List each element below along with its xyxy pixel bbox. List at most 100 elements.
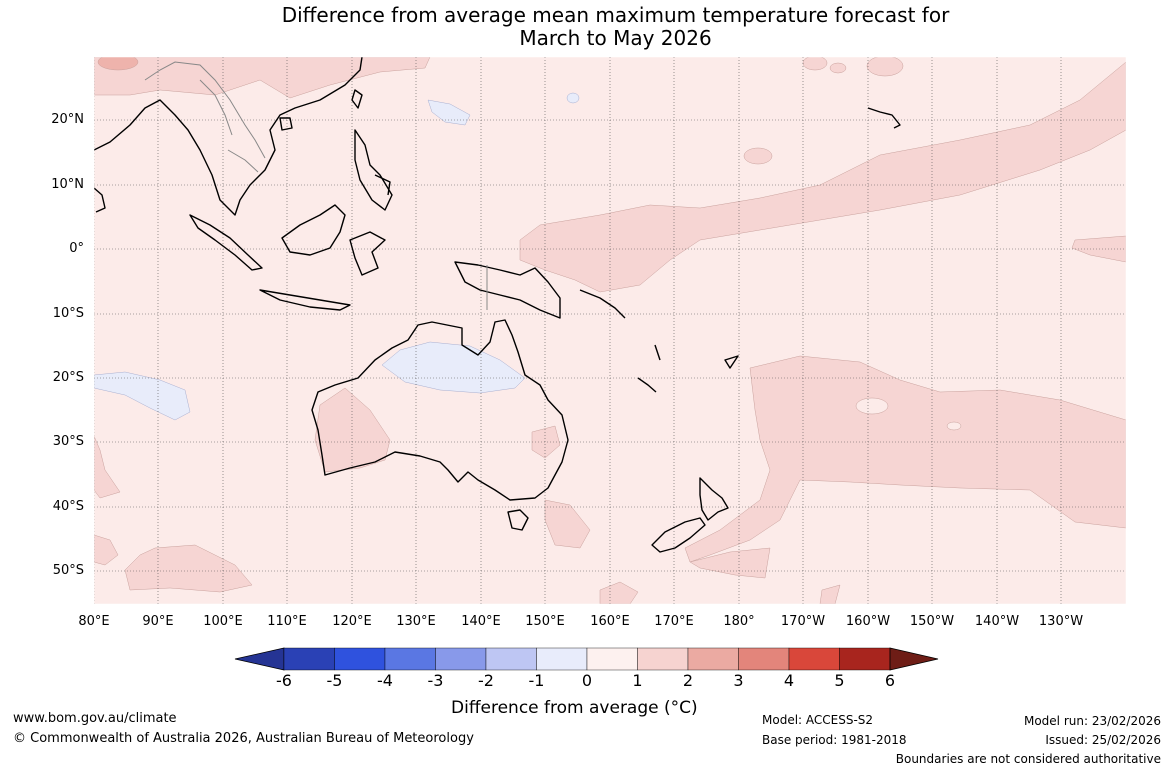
coast-asia-mainland bbox=[94, 57, 363, 216]
title-line-1: Difference from average mean maximum tem… bbox=[281, 3, 950, 27]
warm-region-west-australia bbox=[314, 387, 391, 473]
lat-tick-label: 50°S bbox=[52, 563, 84, 578]
coast-mindanao bbox=[374, 174, 391, 196]
warm-region-small-4 bbox=[829, 62, 847, 74]
colorbar-tick-label: 6 bbox=[884, 671, 896, 690]
colorbar-tick-label: -2 bbox=[478, 671, 494, 690]
lon-tick-label: 130°W bbox=[1038, 614, 1084, 629]
cool-region-north-australia bbox=[381, 341, 526, 394]
warm-region-asia bbox=[94, 57, 431, 99]
coast-sulawesi bbox=[349, 231, 386, 276]
colorbar-tick-label: 2 bbox=[682, 671, 694, 690]
warm-region-southwest bbox=[94, 534, 119, 566]
colorbar-segment bbox=[687, 647, 739, 671]
colorbar-tick-label: -4 bbox=[377, 671, 393, 690]
warm-region-small-5 bbox=[97, 57, 139, 71]
coast-solomon-islands bbox=[579, 289, 626, 319]
cool-region-small bbox=[566, 92, 580, 104]
lon-tick-label: 170°W bbox=[780, 614, 826, 629]
warm-region-south-pacific-lower bbox=[689, 547, 771, 579]
colorbar-segment bbox=[788, 647, 840, 671]
coast-fiji bbox=[724, 355, 739, 369]
lat-tick-label: 0° bbox=[69, 241, 84, 256]
coast-sumatra bbox=[189, 214, 263, 271]
lon-tick-label: 180° bbox=[723, 614, 755, 629]
lat-tick-label: 30°S bbox=[52, 434, 84, 449]
warm-region-southwest-2 bbox=[94, 435, 121, 499]
lon-tick-label: 130°E bbox=[396, 614, 436, 629]
lon-tick-label: 140°W bbox=[974, 614, 1020, 629]
colorbar-tick-label: -5 bbox=[326, 671, 343, 690]
cool-region-indian-ocean bbox=[94, 371, 191, 421]
lon-tick-label: 140°E bbox=[461, 614, 501, 629]
website-link[interactable]: www.bom.gov.au/climate bbox=[13, 711, 177, 726]
warm-region-equatorial-pacific bbox=[519, 61, 1126, 293]
lon-tick-label: 90°E bbox=[142, 614, 174, 629]
colorbar-segment bbox=[637, 647, 689, 671]
lon-tick-label: 80°E bbox=[78, 614, 110, 629]
warm-region-east-australia bbox=[531, 425, 561, 459]
lon-tick-label: 110°E bbox=[267, 614, 307, 629]
lat-tick-label: 20°N bbox=[51, 112, 84, 127]
colorbar-segment bbox=[839, 647, 891, 671]
lat-tick-label: 20°S bbox=[52, 370, 84, 385]
lon-tick-label: 170°E bbox=[654, 614, 694, 629]
coast-tasmania bbox=[507, 509, 529, 531]
colorbar bbox=[234, 647, 939, 671]
coast-new-guinea bbox=[454, 261, 561, 319]
colorbar-segment bbox=[738, 647, 790, 671]
lon-tick-label: 100°E bbox=[203, 614, 243, 629]
colorbar-segment bbox=[384, 647, 436, 671]
colorbar-segment bbox=[536, 647, 588, 671]
country-borders bbox=[144, 61, 488, 310]
coast-borneo bbox=[281, 204, 346, 256]
lon-tick-label: 150°E bbox=[525, 614, 565, 629]
coast-hainan bbox=[279, 117, 293, 131]
issued-date: Issued: 25/02/2026 bbox=[1045, 733, 1161, 747]
colorbar-tick-label: 1 bbox=[632, 671, 643, 690]
colorbar-segment bbox=[485, 647, 537, 671]
map-gridlines bbox=[94, 57, 1126, 604]
colorbar-tick-label: -6 bbox=[276, 671, 292, 690]
coast-new-caledonia bbox=[637, 377, 657, 393]
neutral-hole-1 bbox=[855, 397, 889, 415]
coast-new-zealand-north bbox=[699, 477, 729, 521]
model-name: Model: ACCESS-S2 bbox=[762, 713, 874, 727]
coast-hawaii bbox=[867, 107, 901, 129]
cool-region-philippine-sea bbox=[427, 99, 471, 126]
colorbar-tick-label: 4 bbox=[783, 671, 795, 690]
coast-philippines bbox=[354, 129, 393, 211]
warm-region-small-3 bbox=[866, 57, 904, 77]
lat-tick-label: 10°S bbox=[52, 306, 84, 321]
lon-tick-label: 160°W bbox=[845, 614, 891, 629]
colorbar-segment bbox=[435, 647, 487, 671]
colorbar-label: Difference from average (°C) bbox=[451, 698, 698, 718]
colorbar-tick-label: -3 bbox=[427, 671, 444, 690]
coastlines bbox=[94, 57, 901, 553]
colorbar-tick-label: 5 bbox=[834, 671, 845, 690]
warm-region-small-1 bbox=[743, 147, 773, 165]
copyright-text: © Commonwealth of Australia 2026, Austra… bbox=[13, 731, 474, 746]
warm-region-small-2 bbox=[802, 57, 828, 71]
colorbar-segment bbox=[586, 647, 638, 671]
title-line-2: March to May 2026 bbox=[519, 26, 712, 50]
boundaries-disclaimer: Boundaries are not considered authoritat… bbox=[895, 752, 1161, 766]
lon-tick-label: 150°W bbox=[909, 614, 955, 629]
warm-region-southern-ocean bbox=[124, 544, 253, 593]
warm-region-south-bottom-2 bbox=[819, 584, 841, 604]
coast-new-zealand-south bbox=[651, 517, 706, 553]
lon-tick-label: 160°E bbox=[590, 614, 630, 629]
coast-taiwan bbox=[351, 89, 363, 109]
colorbar-tick-label: -1 bbox=[528, 671, 545, 690]
chart-title: Difference from average mean maximum tem… bbox=[0, 4, 1173, 50]
warm-region-south-bottom bbox=[599, 581, 639, 604]
coast-australia bbox=[311, 319, 569, 501]
colorbar-extend-high bbox=[889, 647, 939, 671]
coast-sri-lanka bbox=[94, 187, 106, 213]
neutral-hole-2 bbox=[946, 421, 962, 431]
lat-tick-label: 10°N bbox=[51, 177, 84, 192]
coast-java bbox=[259, 289, 351, 311]
colorbar-segment bbox=[334, 647, 386, 671]
warm-region-south-pacific bbox=[684, 355, 1126, 563]
